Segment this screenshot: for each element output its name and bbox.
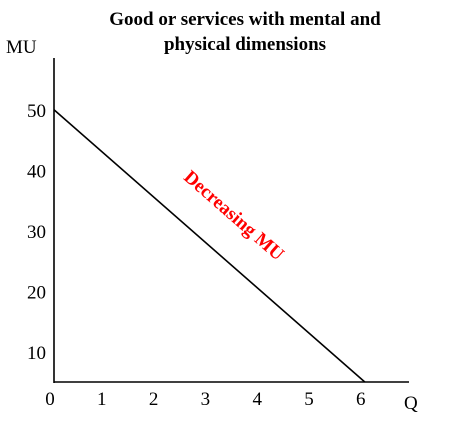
- y-tick-label-20: 20: [27, 282, 46, 303]
- x-tick-label-1: 1: [97, 389, 107, 410]
- y-tick-labels: 10 20 30 40 50: [27, 101, 46, 364]
- y-axis-label: MU: [6, 37, 37, 58]
- series-layer: [53, 109, 366, 383]
- y-tick-label-50: 50: [27, 101, 46, 122]
- chart-title-line-2: physical dimensions: [164, 34, 326, 55]
- chart-title-line-1: Good or services with mental and: [109, 9, 381, 30]
- x-tick-label-4: 4: [252, 389, 262, 410]
- x-tick-label-3: 3: [201, 389, 211, 410]
- x-axis-label: Q: [404, 393, 418, 414]
- x-tick-label-5: 5: [304, 389, 314, 410]
- decreasing-mu-annotation: Decreasing MU: [179, 167, 288, 266]
- y-tick-label-10: 10: [27, 343, 46, 364]
- x-tick-label-2: 2: [149, 389, 159, 410]
- x-tick-labels: 0 1 2 3 4 5 6: [45, 389, 365, 410]
- y-tick-label-40: 40: [27, 161, 46, 182]
- y-tick-label-30: 30: [27, 222, 46, 243]
- mu-line-series-0: [53, 109, 366, 383]
- x-tick-label-6: 6: [356, 389, 366, 410]
- x-tick-label-0: 0: [45, 389, 55, 410]
